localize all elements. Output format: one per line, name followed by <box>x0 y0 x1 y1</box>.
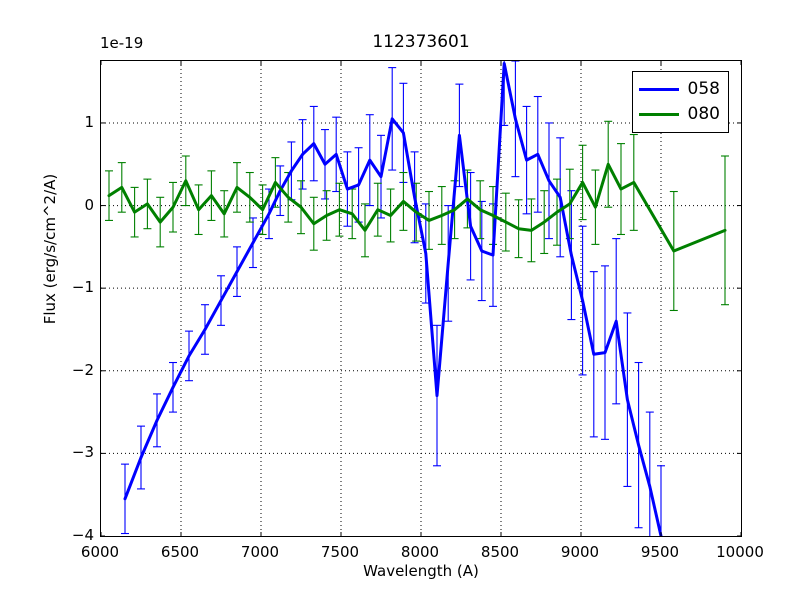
y-axis-label: Flux (erg/s/cm^2/A) <box>41 173 59 325</box>
chart-title: 112373601 <box>372 32 470 52</box>
legend-entry-080: 080 <box>638 102 720 127</box>
plot-area: 058 080 <box>100 60 742 537</box>
y-tick-label: 1 <box>84 112 94 131</box>
y-tick-label: −3 <box>71 443 94 462</box>
x-tick-label: 7500 <box>320 543 360 561</box>
legend-label-058: 058 <box>687 79 720 99</box>
x-tick-label: 8500 <box>480 543 520 561</box>
x-tick-label: 9500 <box>640 543 680 561</box>
legend-swatch-058 <box>638 88 679 91</box>
y-axis-ticks: 1 0 −1 −2 −3 −4 <box>40 60 94 544</box>
x-axis-label: Wavelength (A) <box>363 562 479 580</box>
y-axis-offset-label: 1e-19 <box>100 34 144 52</box>
y-tick-label: −2 <box>71 360 94 379</box>
plot-svg <box>101 61 741 536</box>
x-axis-ticks: 6000 6500 7000 7500 8000 8500 9000 9500 10000 <box>81 539 764 565</box>
legend-label-080: 080 <box>687 104 720 124</box>
x-tick-label: 6500 <box>160 543 200 561</box>
legend-swatch-080 <box>638 113 679 116</box>
x-tick-label: 10000 <box>716 543 764 561</box>
y-tick-label: 0 <box>84 195 94 214</box>
legend-entry-058: 058 <box>638 77 720 102</box>
y-tick-label: −4 <box>71 526 94 544</box>
x-tick-label: 6000 <box>80 543 120 561</box>
y-tick-label: −1 <box>71 278 94 297</box>
x-tick-label: 9000 <box>560 543 600 561</box>
x-tick-label: 8000 <box>400 543 440 561</box>
x-tick-label: 7000 <box>240 543 280 561</box>
legend: 058 080 <box>631 71 729 133</box>
